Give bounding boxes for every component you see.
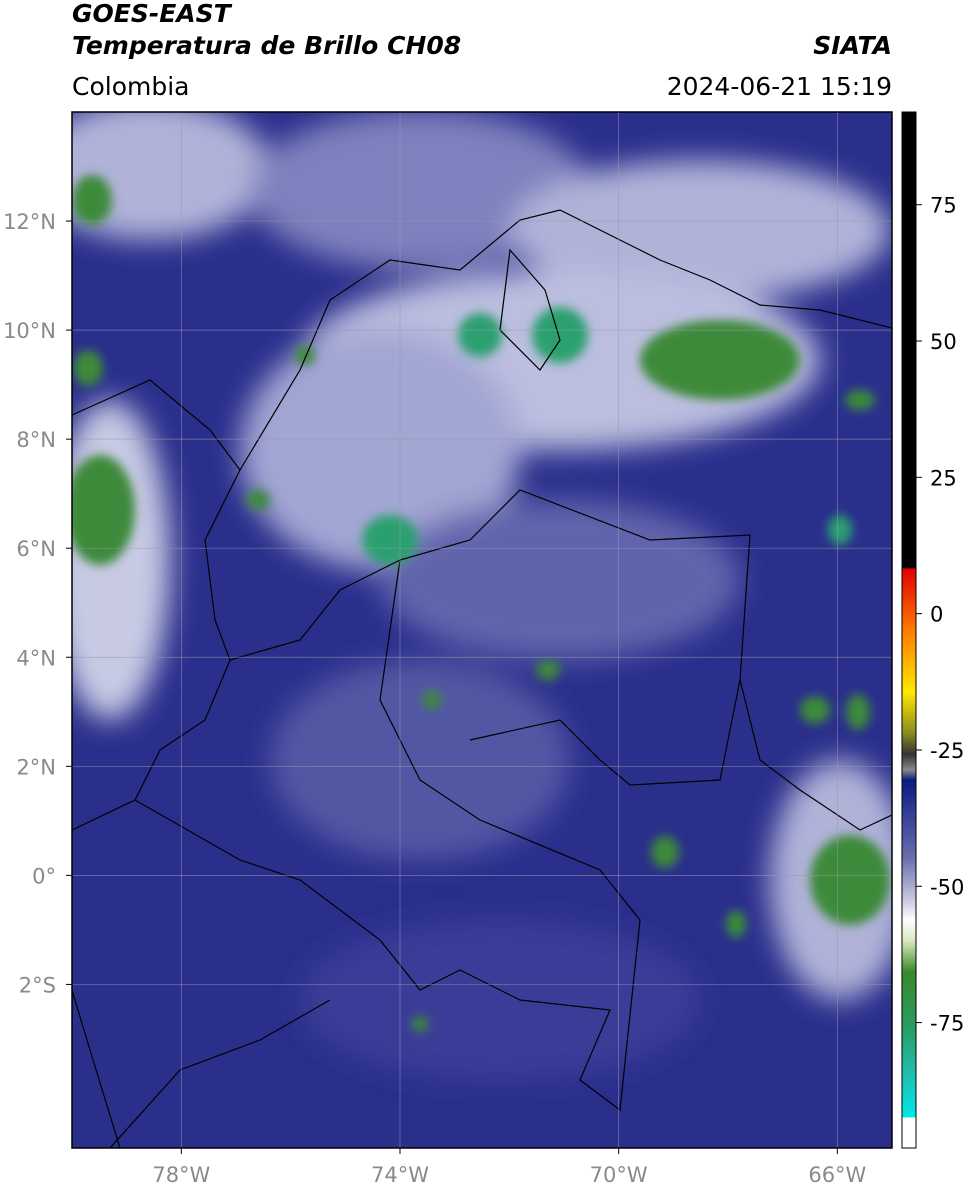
coastlines <box>72 209 892 1148</box>
colorbar-tick-label: 0 <box>930 603 943 627</box>
colorbar-tick-label: -75 <box>930 1012 964 1036</box>
satellite-image <box>72 112 892 1148</box>
colorbar-tick-label: 75 <box>930 194 957 218</box>
lat-tick-label: 8°N <box>16 428 56 452</box>
lat-tick-label: 2°N <box>16 755 56 779</box>
lat-tick-label: 12°N <box>3 210 56 234</box>
lat-tick-label: 10°N <box>3 319 56 343</box>
map-frame <box>71 111 893 1149</box>
colorbar-tick-label: 50 <box>930 330 957 354</box>
lat-tick-label: 0° <box>32 864 56 888</box>
lon-tick-label: 78°W <box>152 1163 210 1187</box>
title: GOES-EAST <box>72 0 233 28</box>
region: Colombia <box>72 72 189 101</box>
lon-tick-label: 66°W <box>808 1163 866 1187</box>
subtitle: Temperatura de Brillo CH08 <box>72 31 461 60</box>
lat-tick-label: 2°S <box>19 973 56 997</box>
lat-tick-label: 4°N <box>16 646 56 670</box>
colorbar-tick-label: 25 <box>930 466 957 490</box>
colorbar-tick-label: -50 <box>930 875 964 899</box>
graticule <box>66 112 892 1154</box>
lat-tick-label: 6°N <box>16 537 56 561</box>
lon-tick-label: 70°W <box>590 1163 648 1187</box>
datetime: 2024-06-21 15:19 <box>667 72 892 101</box>
colorbar-tick-label: -25 <box>930 739 964 763</box>
colorbar <box>901 111 917 1149</box>
lon-tick-label: 74°W <box>371 1163 429 1187</box>
source: SIATA <box>813 31 892 60</box>
